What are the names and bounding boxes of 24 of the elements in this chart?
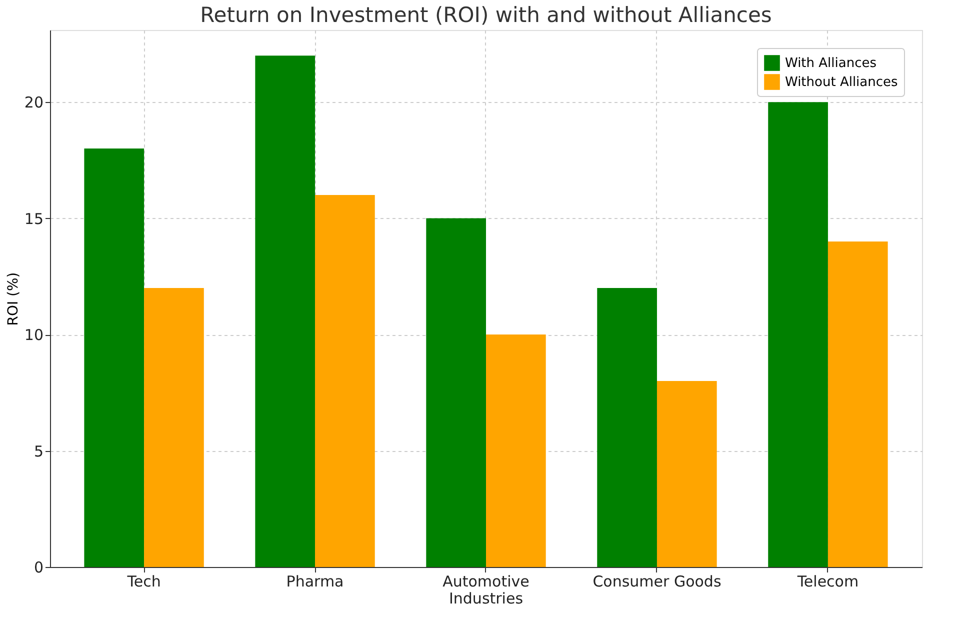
- chart-title: Return on Investment (ROI) with and without Alliances: [200, 3, 772, 27]
- y-tick-label: 0: [34, 558, 44, 576]
- x-tick-label: Automotive Industries: [442, 572, 530, 608]
- x-tick-label: Telecom: [796, 572, 859, 590]
- y-tick-label: 15: [24, 210, 44, 228]
- bar: [828, 242, 888, 567]
- bar: [768, 102, 828, 567]
- bar: [597, 288, 657, 567]
- bar: [656, 381, 717, 567]
- y-tick-label: 20: [24, 94, 44, 112]
- bar: [426, 218, 486, 567]
- y-tick-label: 10: [24, 326, 44, 344]
- x-tick-label: Tech: [126, 572, 161, 590]
- x-tick-label: Pharma: [286, 572, 344, 590]
- bar: [255, 56, 316, 567]
- y-axis-title: ROI (%): [5, 272, 22, 326]
- legend-label: With Alliances: [785, 56, 877, 71]
- bar: [315, 195, 375, 567]
- bar: [144, 288, 204, 567]
- x-tick-label: Consumer Goods: [592, 572, 722, 590]
- legend-label: Without Alliances: [785, 75, 898, 90]
- bar: [84, 148, 144, 567]
- y-tick-label: 5: [34, 442, 44, 460]
- bar: [486, 334, 546, 567]
